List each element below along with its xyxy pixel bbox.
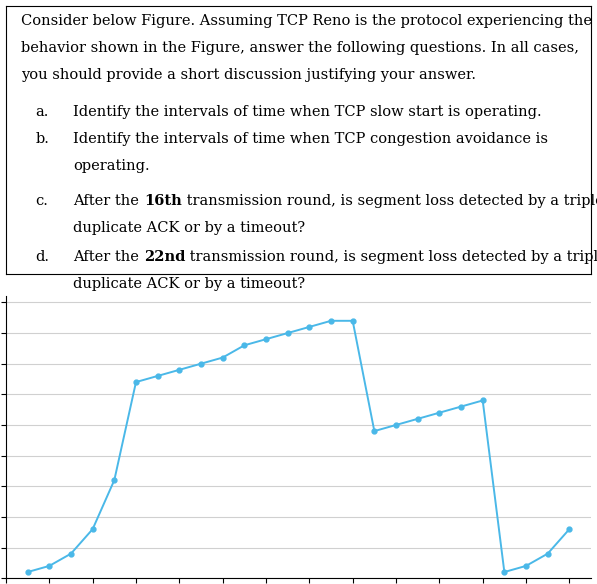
Text: operating.: operating.: [73, 159, 150, 173]
Text: duplicate ACK or by a timeout?: duplicate ACK or by a timeout?: [73, 277, 306, 291]
Text: Identify the intervals of time when TCP slow start is operating.: Identify the intervals of time when TCP …: [73, 105, 542, 119]
Text: b.: b.: [35, 132, 49, 146]
Text: 16th: 16th: [144, 194, 181, 208]
Text: After the: After the: [73, 194, 144, 208]
Text: Consider below Figure. Assuming TCP Reno is the protocol experiencing the: Consider below Figure. Assuming TCP Reno…: [20, 14, 592, 28]
Text: 22nd: 22nd: [144, 250, 185, 264]
Text: c.: c.: [35, 194, 48, 208]
Text: transmission round, is segment loss detected by a triple: transmission round, is segment loss dete…: [185, 250, 597, 264]
Text: a.: a.: [35, 105, 48, 119]
Text: you should provide a short discussion justifying your answer.: you should provide a short discussion ju…: [20, 68, 476, 82]
Text: behavior shown in the Figure, answer the following questions. In all cases,: behavior shown in the Figure, answer the…: [20, 41, 578, 55]
Text: d.: d.: [35, 250, 49, 264]
Text: After the: After the: [73, 250, 144, 264]
Text: Identify the intervals of time when TCP congestion avoidance is: Identify the intervals of time when TCP …: [73, 132, 548, 146]
Text: transmission round, is segment loss detected by a triple: transmission round, is segment loss dete…: [181, 194, 597, 208]
Text: duplicate ACK or by a timeout?: duplicate ACK or by a timeout?: [73, 221, 306, 235]
